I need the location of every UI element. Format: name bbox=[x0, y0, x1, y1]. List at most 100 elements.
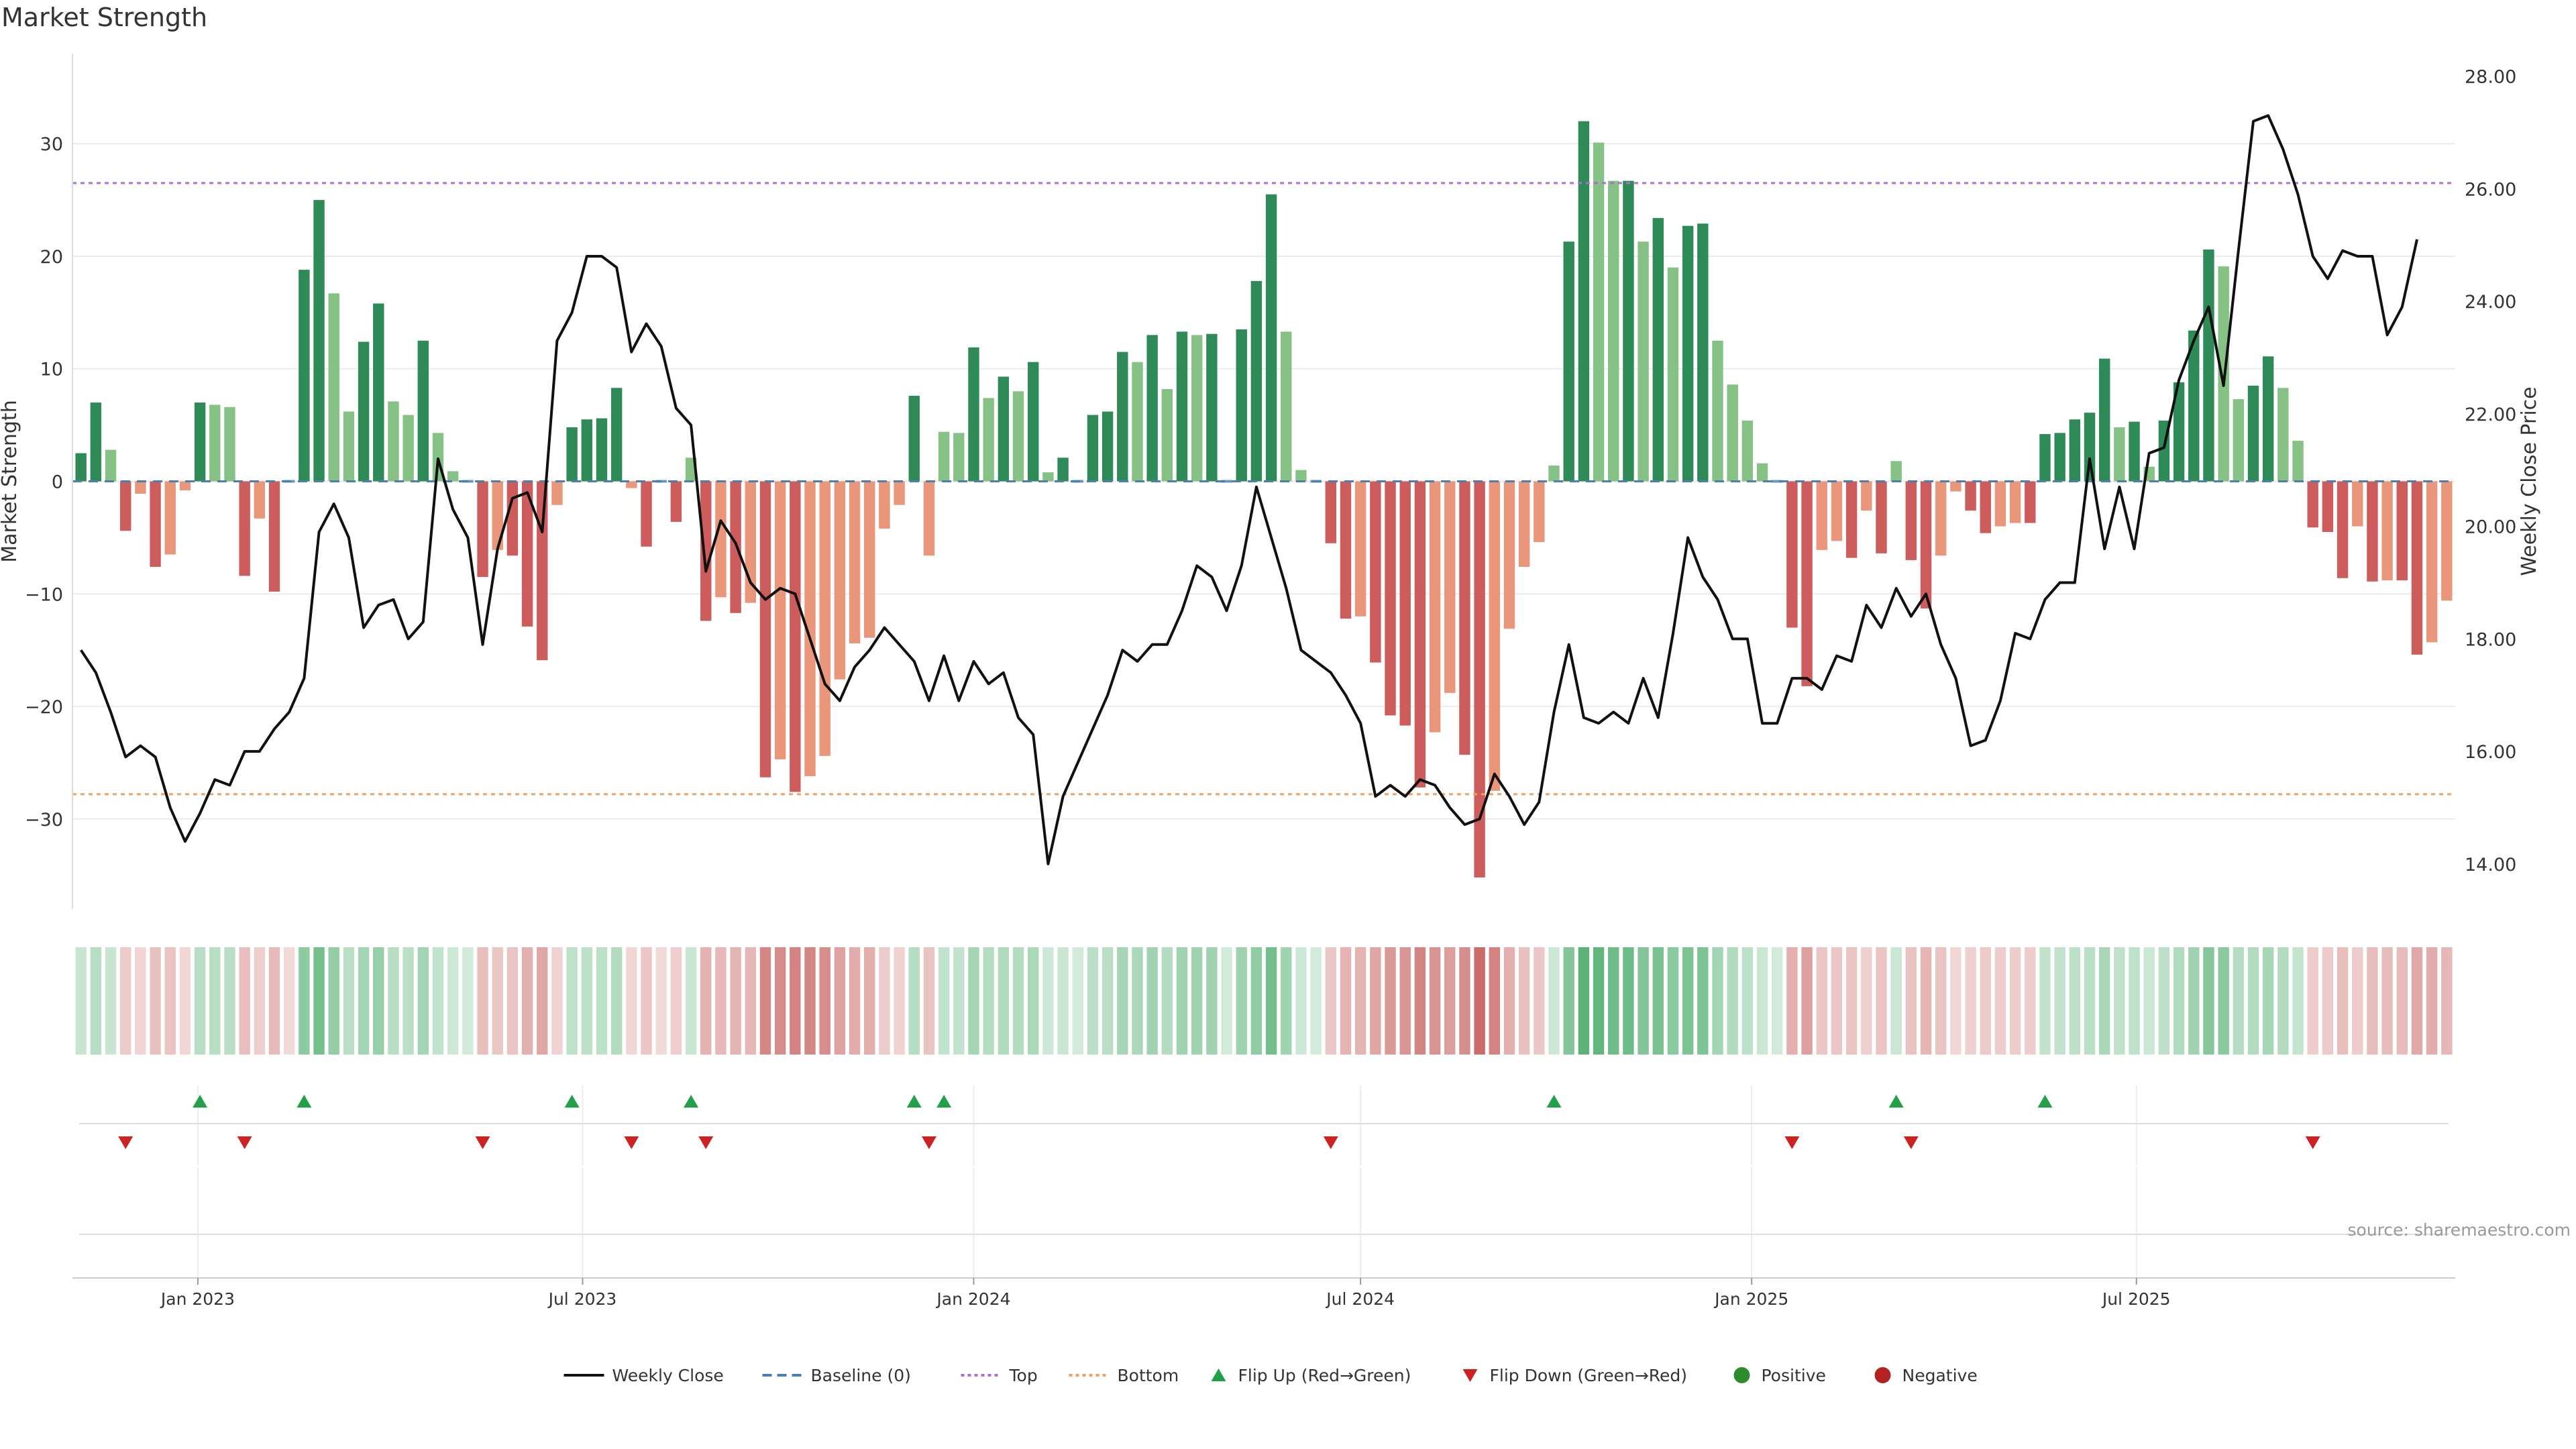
heat-cell bbox=[1980, 947, 1991, 1055]
heat-cell bbox=[328, 947, 339, 1055]
flip-up-marker bbox=[684, 1095, 699, 1108]
strength-bar bbox=[358, 341, 370, 482]
strength-bar bbox=[1354, 481, 1366, 616]
flip-down-marker bbox=[1323, 1136, 1338, 1149]
heat-cell bbox=[1697, 947, 1709, 1055]
strength-bar bbox=[1265, 194, 1277, 482]
legend-label: Negative bbox=[1902, 1366, 1978, 1385]
legend-item: Top bbox=[961, 1366, 1038, 1385]
y-tick-label: −30 bbox=[25, 810, 63, 830]
heat-cell bbox=[1340, 947, 1352, 1055]
strength-bar bbox=[1623, 180, 1634, 482]
heat-cell bbox=[1503, 947, 1515, 1055]
strength-bar bbox=[1429, 481, 1441, 733]
strength-bar bbox=[2262, 356, 2274, 482]
heat-cell bbox=[908, 947, 920, 1055]
strength-bar bbox=[1756, 463, 1768, 482]
strength-bar bbox=[313, 200, 325, 482]
heat-cell bbox=[194, 947, 206, 1055]
heat-cell bbox=[1518, 947, 1530, 1055]
strength-bar bbox=[254, 481, 266, 519]
strength-bar bbox=[894, 481, 905, 505]
heat-cell bbox=[2411, 947, 2423, 1055]
strength-bar bbox=[1845, 481, 1858, 558]
strength-bar bbox=[1087, 415, 1099, 482]
strength-bar bbox=[596, 418, 608, 482]
heat-cell bbox=[641, 947, 652, 1055]
y2-axis-label: Weekly Close Price bbox=[2518, 386, 2541, 576]
heat-cell bbox=[537, 947, 548, 1055]
heat-cell bbox=[2352, 947, 2363, 1055]
strength-bar bbox=[1385, 481, 1396, 716]
heat-cell bbox=[2025, 947, 2036, 1055]
strength-bar bbox=[2054, 433, 2065, 482]
y-tick-label: 0 bbox=[52, 472, 63, 493]
y2-tick-label: 24.00 bbox=[2465, 292, 2516, 313]
heat-cell bbox=[150, 947, 161, 1055]
heat-cell bbox=[1920, 947, 1932, 1055]
strength-bar bbox=[1117, 352, 1128, 482]
strength-bar bbox=[1994, 481, 2006, 527]
strength-bar bbox=[75, 453, 87, 482]
heat-cell bbox=[373, 947, 384, 1055]
heat-cell bbox=[1042, 947, 1054, 1055]
strength-bar bbox=[150, 481, 161, 567]
heat-cell bbox=[1474, 947, 1485, 1055]
strength-bar bbox=[299, 270, 310, 482]
strength-bar bbox=[2025, 481, 2036, 523]
strength-bar bbox=[2129, 421, 2140, 482]
legend-label: Baseline (0) bbox=[811, 1366, 911, 1385]
flip-markers-panel bbox=[79, 1095, 2449, 1235]
heat-cell bbox=[1845, 947, 1858, 1055]
heat-cell bbox=[1623, 947, 1634, 1055]
heat-cell bbox=[1816, 947, 1827, 1055]
strength-bar bbox=[1325, 481, 1337, 543]
strength-bar bbox=[2069, 419, 2081, 482]
heat-cell bbox=[1012, 947, 1024, 1055]
strength-bar bbox=[2411, 481, 2423, 655]
strength-bar bbox=[641, 481, 652, 547]
heat-cell bbox=[462, 947, 474, 1055]
heat-cell bbox=[90, 947, 102, 1055]
strength-bar bbox=[879, 481, 890, 529]
x-tick-label: Jul 2024 bbox=[1325, 1289, 1395, 1309]
strength-bar bbox=[1980, 481, 1991, 533]
heat-cell bbox=[120, 947, 131, 1055]
heat-cell bbox=[506, 947, 519, 1055]
strength-bar bbox=[343, 411, 355, 482]
heat-cell bbox=[268, 947, 280, 1055]
strength-bar bbox=[1935, 481, 1947, 556]
strength-bar bbox=[1638, 241, 1649, 482]
strength-bar bbox=[1682, 225, 1694, 482]
heat-cell bbox=[1772, 947, 1783, 1055]
heat-cell bbox=[1890, 947, 1902, 1055]
strength-bar bbox=[1176, 331, 1188, 482]
heat-cell bbox=[715, 947, 727, 1055]
heat-cell bbox=[477, 947, 488, 1055]
heat-cell bbox=[283, 947, 295, 1055]
heat-cell bbox=[2084, 947, 2096, 1055]
x-tick-label: Jan 2025 bbox=[1713, 1289, 1788, 1309]
heat-cell bbox=[879, 947, 890, 1055]
heat-cell bbox=[1236, 947, 1247, 1055]
heat-cell bbox=[1563, 947, 1574, 1055]
y-tick-label: −10 bbox=[25, 584, 63, 605]
heat-cell bbox=[1786, 947, 1798, 1055]
flip-up-marker bbox=[297, 1095, 312, 1108]
heat-cell bbox=[685, 947, 697, 1055]
strength-bar bbox=[2381, 481, 2393, 581]
strength-bar bbox=[1191, 335, 1203, 482]
heat-cell bbox=[1072, 947, 1083, 1055]
heat-cell bbox=[2292, 947, 2304, 1055]
strength-bar bbox=[1741, 420, 1754, 482]
strength-bar bbox=[2307, 481, 2318, 528]
chart-title: Market Strength bbox=[1, 3, 208, 32]
heat-cell bbox=[1741, 947, 1754, 1055]
heat-cell bbox=[1087, 947, 1099, 1055]
strength-bar bbox=[2367, 481, 2378, 582]
heat-cell bbox=[968, 947, 979, 1055]
strength-bar bbox=[2173, 382, 2185, 482]
heat-cell bbox=[2114, 947, 2125, 1055]
y-tick-label: 10 bbox=[40, 360, 63, 380]
